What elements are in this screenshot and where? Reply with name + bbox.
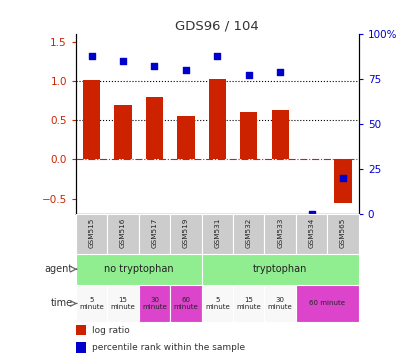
Text: GSM531: GSM531 [214, 218, 220, 248]
Bar [138, 215, 170, 253]
Text: no tryptophan: no tryptophan [103, 264, 173, 274]
Point [308, 212, 314, 217]
Text: 30
minute: 30 minute [267, 297, 292, 310]
Bar [76, 342, 86, 353]
Text: GSM534: GSM534 [308, 218, 314, 248]
Text: GSM533: GSM533 [276, 218, 283, 248]
Text: GSM565: GSM565 [339, 218, 345, 248]
Text: GSM515: GSM515 [88, 218, 94, 248]
Bar [271, 110, 288, 160]
Bar [326, 215, 358, 253]
Point [339, 175, 346, 181]
Bar [232, 285, 264, 322]
Bar [107, 215, 138, 253]
Bar [170, 285, 201, 322]
Bar [138, 285, 170, 322]
Point [119, 58, 126, 64]
Bar [334, 160, 351, 203]
Bar [295, 215, 326, 253]
Point [276, 69, 283, 75]
Bar [264, 285, 295, 322]
Bar [146, 97, 163, 160]
Text: time: time [51, 298, 73, 308]
Text: GSM516: GSM516 [120, 218, 126, 248]
Bar [76, 215, 107, 253]
Text: tryptophan: tryptophan [252, 264, 307, 274]
Bar [201, 215, 232, 253]
Bar [83, 80, 100, 160]
Bar [107, 285, 138, 322]
Text: 5
minute: 5 minute [79, 297, 104, 310]
Point [245, 72, 252, 78]
Bar [114, 105, 131, 160]
Bar [76, 253, 201, 285]
Text: 30
minute: 30 minute [142, 297, 166, 310]
Bar [201, 253, 358, 285]
Bar [170, 215, 201, 253]
Text: 15
minute: 15 minute [110, 297, 135, 310]
Bar [177, 116, 194, 160]
Text: GSM532: GSM532 [245, 218, 251, 248]
Text: GSM517: GSM517 [151, 218, 157, 248]
Text: agent: agent [45, 264, 73, 274]
Text: percentile rank within the sample: percentile rank within the sample [92, 343, 244, 352]
Point [182, 67, 189, 73]
Text: 60
minute: 60 minute [173, 297, 198, 310]
Title: GDS96 / 104: GDS96 / 104 [175, 20, 258, 33]
Bar [76, 285, 107, 322]
Text: 5
minute: 5 minute [204, 297, 229, 310]
Bar [208, 79, 225, 160]
Text: 15
minute: 15 minute [236, 297, 261, 310]
Bar [76, 325, 86, 335]
Bar [264, 215, 295, 253]
Bar [295, 285, 358, 322]
Point [88, 53, 94, 59]
Point [213, 53, 220, 59]
Bar [232, 215, 264, 253]
Text: log ratio: log ratio [92, 326, 129, 335]
Point [151, 64, 157, 69]
Bar [240, 112, 257, 160]
Bar [201, 285, 232, 322]
Text: 60 minute: 60 minute [308, 301, 344, 306]
Text: GSM519: GSM519 [182, 218, 189, 248]
